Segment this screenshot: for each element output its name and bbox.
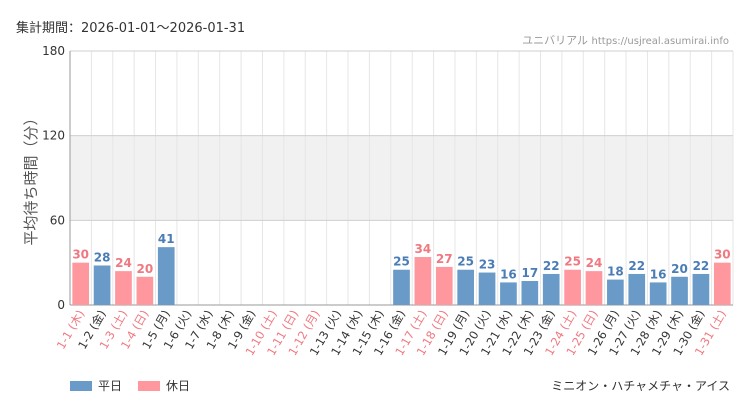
shaded-band xyxy=(70,135,733,221)
y-tick-label: 0 xyxy=(57,298,65,312)
bar xyxy=(607,279,624,305)
bar-value-label: 25 xyxy=(393,255,410,269)
bar xyxy=(393,269,410,305)
weekday-swatch xyxy=(70,380,92,391)
bar xyxy=(478,272,496,305)
bar-value-label: 25 xyxy=(564,255,581,269)
bar xyxy=(628,273,646,305)
bar-value-label: 25 xyxy=(457,255,474,269)
bar-value-label: 16 xyxy=(500,267,517,281)
bar-value-label: 34 xyxy=(415,242,432,256)
bar xyxy=(414,257,432,305)
bar-value-label: 23 xyxy=(479,258,496,272)
bar-value-label: 24 xyxy=(586,256,603,270)
bar-value-label: 30 xyxy=(714,248,731,262)
bar xyxy=(457,269,475,305)
bar-value-label: 41 xyxy=(158,232,175,246)
legend-label-holiday: 休日 xyxy=(166,379,191,393)
bar xyxy=(521,281,539,305)
bar xyxy=(136,276,154,305)
y-tick-label: 180 xyxy=(42,44,65,58)
bar xyxy=(157,247,175,305)
bar-value-label: 27 xyxy=(436,252,453,266)
bar xyxy=(564,269,581,305)
y-tick-label: 60 xyxy=(50,213,65,227)
holiday-swatch xyxy=(138,380,161,391)
bar-value-label: 20 xyxy=(137,262,154,276)
bar xyxy=(713,262,731,305)
bar-value-label: 28 xyxy=(94,250,111,264)
period-label: 集計期間：2026-01-01〜2026-01-31 xyxy=(16,21,246,36)
legend-label-weekday: 平日 xyxy=(98,379,123,393)
bar xyxy=(93,265,111,305)
legend-item-holiday[interactable]: 休日 xyxy=(138,377,190,394)
bar xyxy=(72,262,90,305)
attraction-name: ミニオン・ハチャメチャ・アイス xyxy=(551,379,730,393)
bar xyxy=(585,271,603,305)
bar xyxy=(649,282,667,305)
bar-value-label: 24 xyxy=(115,256,132,270)
source-credit[interactable]: ユニバリアル https://usjreal.asumirai.info xyxy=(522,32,729,48)
bar-value-label: 22 xyxy=(628,259,645,273)
bar-value-label: 20 xyxy=(671,262,688,276)
bar xyxy=(115,271,132,305)
bar-value-label: 30 xyxy=(72,248,89,262)
bar xyxy=(692,273,710,305)
bar xyxy=(671,276,688,305)
legend: 平日 休日 xyxy=(70,377,206,394)
bar xyxy=(542,273,560,305)
bar xyxy=(435,266,453,305)
bar-value-label: 22 xyxy=(543,259,560,273)
y-tick-label: 120 xyxy=(42,129,65,143)
source-name: ユニバリアル xyxy=(522,34,589,47)
bar-value-label: 18 xyxy=(607,265,624,279)
legend-item-weekday[interactable]: 平日 xyxy=(70,377,122,394)
bar xyxy=(500,282,517,305)
source-url[interactable]: https://usjreal.asumirai.info xyxy=(591,36,729,47)
bar-value-label: 16 xyxy=(650,267,667,281)
bar-value-label: 22 xyxy=(693,259,710,273)
bar-value-label: 17 xyxy=(521,266,538,280)
y-axis-title: 平均待ち時間（分） xyxy=(22,110,40,245)
